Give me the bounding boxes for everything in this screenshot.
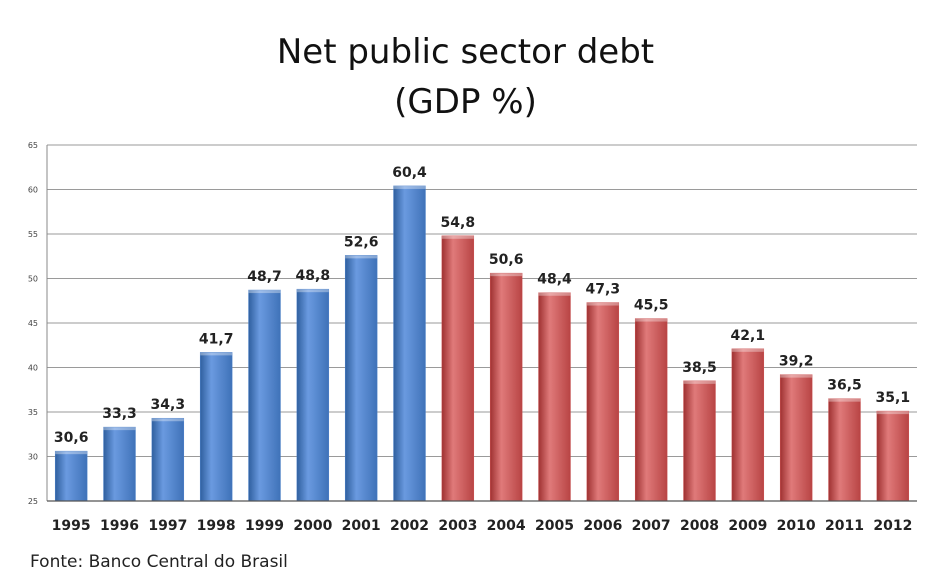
x-tick-label: 2000 [293,518,332,534]
value-label: 34,3 [151,397,186,413]
value-label: 38,5 [682,360,717,376]
x-tick-label: 2012 [873,518,912,534]
bar-1998 [199,352,233,502]
bar-2004 [489,272,523,502]
value-label: 48,4 [537,272,572,288]
value-label: 42,1 [731,328,766,344]
x-tick-label: 2006 [583,518,622,534]
bar-cap [828,398,861,402]
y-tick-label: 50 [28,275,38,284]
x-tick-label: 2005 [535,518,574,534]
bar-2008 [683,380,716,502]
bar-cap [55,451,88,455]
bar-2006 [586,302,620,502]
bar-2007 [634,318,668,502]
bar-cap [441,235,474,239]
value-label: 39,2 [779,354,814,370]
bar-cap [103,427,136,431]
y-tick-label: 30 [28,453,38,462]
x-tick-label: 2003 [438,518,477,534]
bar-2003 [441,235,475,502]
value-label: 47,3 [586,282,621,298]
bar-cap [296,289,329,293]
y-tick-label: 45 [28,319,38,328]
bar-1996 [103,426,136,502]
value-label: 60,4 [392,165,427,181]
y-tick-label: 55 [28,230,38,239]
bar-2012 [876,410,910,502]
bar-2010 [779,374,813,502]
bar-2009 [731,348,765,502]
bar-cap [490,273,523,277]
bar-cap [780,374,813,378]
value-label: 30,6 [54,430,89,446]
bar-2002 [393,185,426,502]
bar-2005 [538,292,571,502]
x-tick-label: 2011 [825,518,864,534]
bar-cap [538,292,571,296]
bar-2011 [828,398,861,502]
x-tick-label: 2002 [390,518,429,534]
value-label: 50,6 [489,252,524,268]
chart-title: Net public sector debt [276,32,655,72]
bar-1995 [54,450,88,502]
y-tick-label: 60 [28,186,38,195]
bar-cap [393,185,426,189]
x-tick-label: 1998 [197,518,236,534]
bar-cap [876,411,909,415]
y-tick-label: 25 [28,497,38,506]
bar-2000 [296,288,330,502]
bar-1999 [248,289,281,502]
value-label: 45,5 [634,298,669,314]
y-tick-label: 40 [28,364,38,373]
x-tick-label: 2004 [487,518,526,534]
value-label: 48,7 [247,269,282,285]
value-label: 36,5 [827,378,862,394]
x-tick-label: 2009 [728,518,767,534]
bar-cap [151,418,184,422]
value-label: 52,6 [344,234,379,250]
x-tick-label: 2008 [680,518,719,534]
bar-2001 [344,255,378,502]
bar-1997 [151,417,185,502]
bar-cap [345,255,378,259]
x-tick-label: 1995 [52,518,91,534]
value-label: 48,8 [296,268,331,284]
x-tick-label: 1999 [245,518,284,534]
value-label: 41,7 [199,331,234,347]
value-label: 54,8 [441,215,476,231]
bar-cap [586,302,619,306]
source-note: Fonte: Banco Central do Brasil [30,552,288,572]
value-label: 35,1 [876,390,911,406]
x-tick-label: 2001 [342,518,381,534]
x-tick-label: 2007 [632,518,671,534]
bar-cap [683,380,716,384]
x-tick-label: 1997 [148,518,187,534]
bar-cap [731,348,764,352]
x-tick-label: 2010 [777,518,816,534]
chart-subtitle: (GDP %) [394,82,537,122]
bar-cap [248,290,281,294]
y-tick-label: 35 [28,408,38,417]
x-tick-label: 1996 [100,518,139,534]
y-tick-label: 65 [28,141,38,150]
bar-cap [200,352,233,356]
value-label: 33,3 [102,406,137,422]
bar-cap [635,318,668,322]
